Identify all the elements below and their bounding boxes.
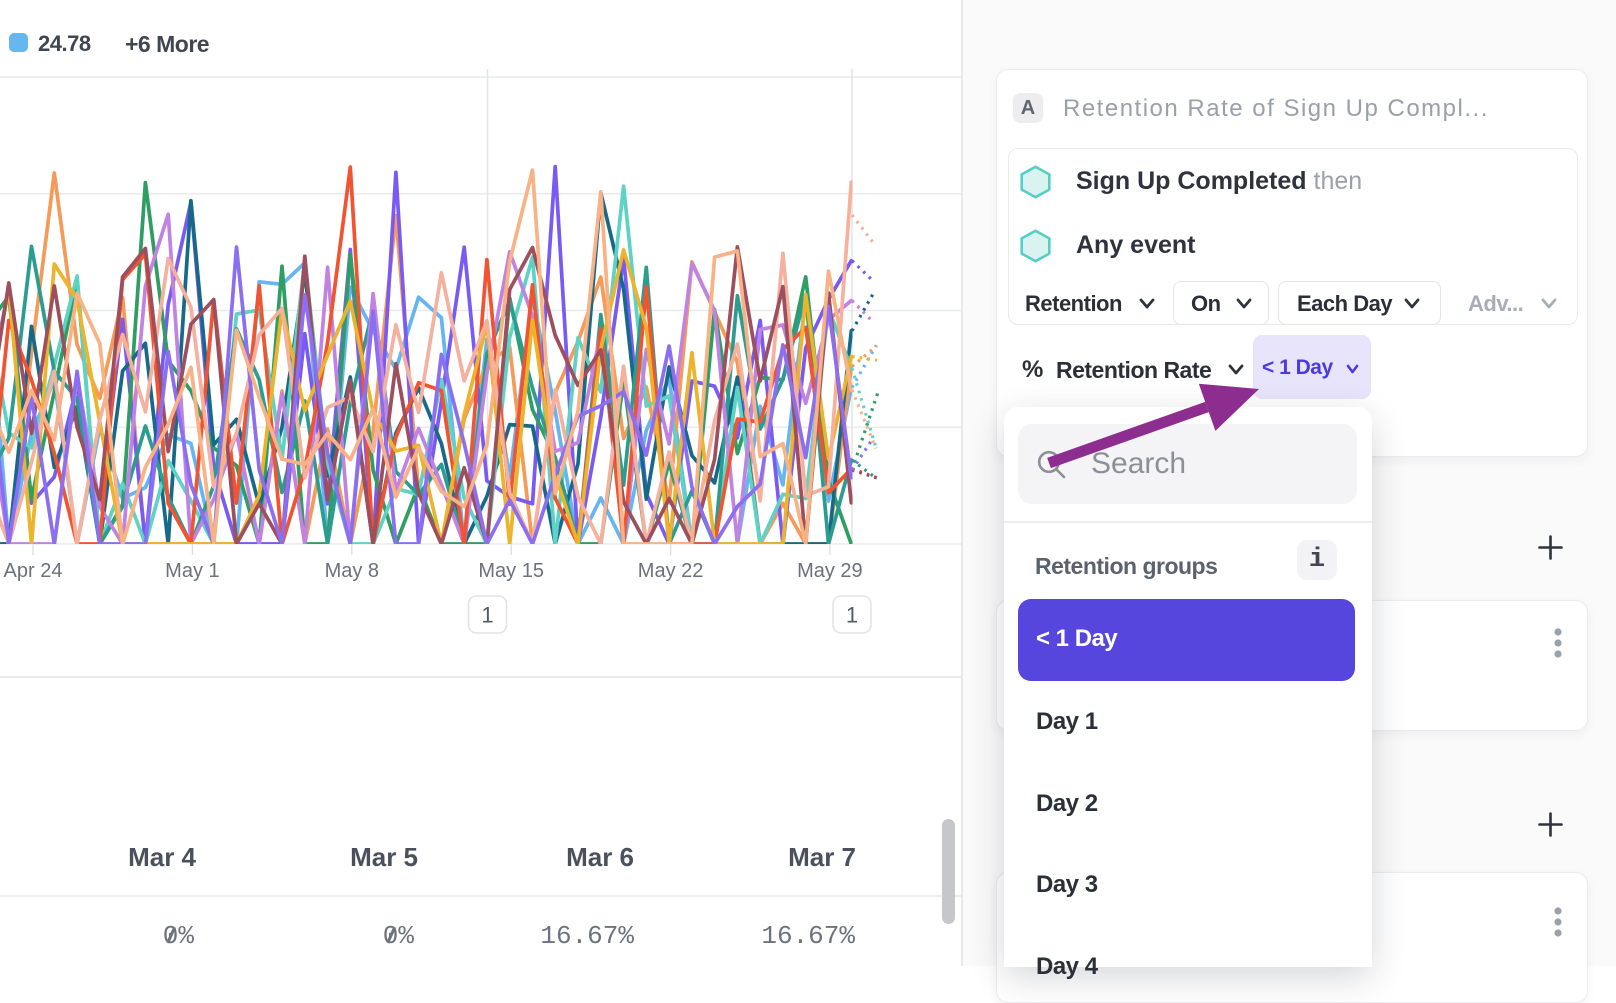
svg-text:May 1: May 1 — [165, 560, 219, 582]
svg-text:May 22: May 22 — [638, 560, 704, 582]
svg-text:May 15: May 15 — [478, 560, 544, 582]
svg-text:1: 1 — [846, 603, 858, 628]
svg-text:Apr 24: Apr 24 — [4, 560, 63, 582]
svg-text:May 8: May 8 — [325, 560, 379, 582]
svg-text:May 29: May 29 — [797, 560, 863, 582]
svg-text:1: 1 — [481, 603, 493, 628]
